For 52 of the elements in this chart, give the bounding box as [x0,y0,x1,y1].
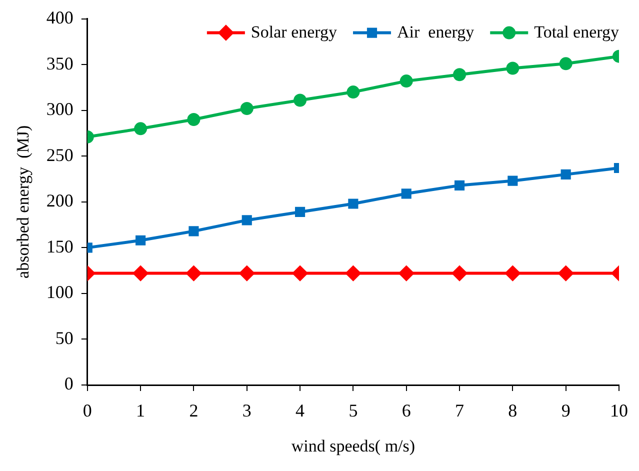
point [453,68,466,82]
x-tick-label: 10 [610,400,628,421]
y-tick-label: 0 [64,374,74,394]
point [346,86,360,99]
point [136,235,146,246]
legend-label: Solar energy [250,22,338,42]
x-tick-label: 3 [242,400,252,421]
point [295,206,306,218]
y-axis-title: absorbed energy (MJ) [14,125,33,278]
y-tick-label: 150 [46,236,74,256]
x-tick-label: 9 [561,400,570,421]
point [348,198,358,209]
y-tick-label: 100 [46,282,74,302]
y-tick-label: 300 [46,99,74,120]
point [560,169,571,180]
point [558,266,574,281]
point [294,94,307,107]
y-tick-label: 350 [46,53,74,74]
x-tick-label: 0 [82,400,92,421]
y-tick-label: 200 [46,190,74,211]
y-tick-label: 50 [55,328,74,348]
point [454,180,465,190]
point [398,266,414,281]
y-tick-label: 250 [46,144,74,165]
point [188,226,199,236]
point [240,102,254,116]
point [187,113,200,126]
point [134,122,148,136]
point [505,266,520,281]
legend-label: Air energy [397,22,475,42]
y-tick-label: 400 [46,8,74,28]
x-tick-label: 7 [455,400,464,421]
point [452,266,468,281]
point [559,57,572,70]
x-tick-label: 5 [348,400,358,421]
x-tick-label: 4 [296,400,305,421]
point [239,266,254,281]
point [292,266,308,281]
point [508,176,518,186]
x-axis-title: wind speeds( m/s) [291,436,416,456]
x-tick-label: 6 [402,400,411,421]
point [401,188,412,199]
x-tick-label: 2 [189,400,198,421]
point [242,215,252,226]
legend-label: Total energy [534,22,620,42]
point [186,266,202,281]
x-tick-label: 1 [136,400,146,421]
point [400,74,413,88]
x-tick-label: 8 [508,400,518,421]
point [346,266,361,281]
point [133,266,148,281]
point [506,62,520,75]
